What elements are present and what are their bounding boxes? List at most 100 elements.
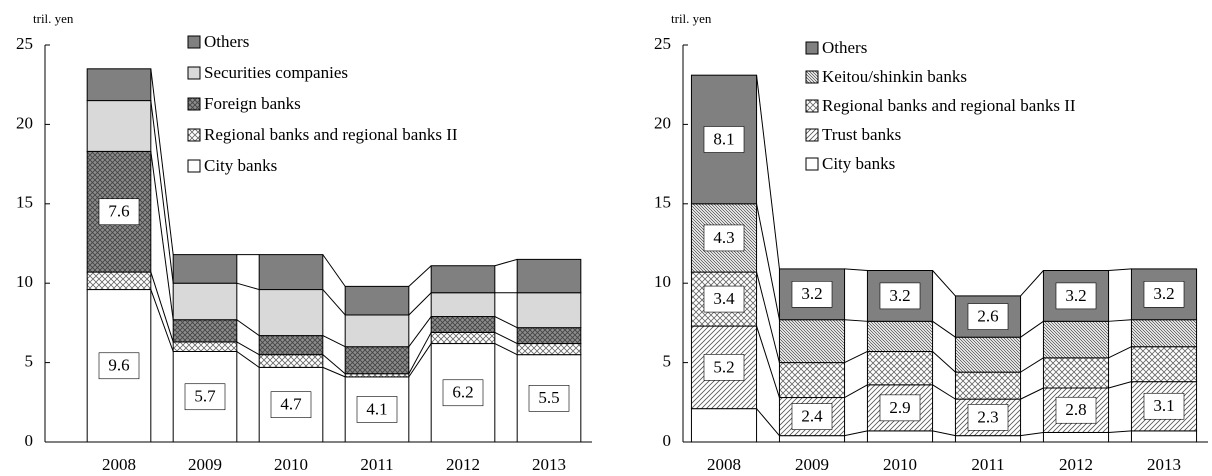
connector-line bbox=[756, 75, 780, 269]
y-tick-label: 15 bbox=[654, 193, 671, 212]
connector-line bbox=[494, 316, 518, 329]
bar-segment bbox=[344, 285, 410, 316]
bar-segment bbox=[954, 435, 1022, 443]
connector-line bbox=[322, 254, 346, 287]
x-tick-label: 2012 bbox=[446, 455, 480, 474]
bar-segment bbox=[516, 327, 582, 345]
connector-line bbox=[1020, 357, 1044, 373]
bar-segment bbox=[778, 435, 846, 443]
data-label-box bbox=[528, 385, 570, 412]
connector-line bbox=[408, 265, 432, 287]
connector-line bbox=[494, 331, 518, 344]
bar-segment bbox=[1042, 320, 1110, 359]
connector-line bbox=[756, 203, 780, 320]
connector-line bbox=[150, 271, 174, 343]
x-tick-label: 2011 bbox=[360, 455, 393, 474]
connector-line bbox=[322, 289, 346, 316]
y-tick-label: 0 bbox=[25, 431, 34, 450]
data-label-box bbox=[1143, 281, 1185, 308]
legend-swatch bbox=[187, 66, 201, 80]
bar-segment bbox=[172, 341, 238, 352]
connector-line bbox=[1108, 346, 1132, 359]
data-label-box bbox=[1143, 392, 1185, 420]
data-label: 3.2 bbox=[889, 286, 910, 305]
connector-line bbox=[932, 430, 956, 437]
x-tick-label: 2013 bbox=[1147, 455, 1181, 474]
x-tick-label: 2009 bbox=[795, 455, 829, 474]
x-tick-label: 2010 bbox=[883, 455, 917, 474]
y-tick-label: 20 bbox=[654, 113, 671, 132]
data-label-box bbox=[967, 404, 1009, 431]
data-label-box bbox=[1055, 396, 1097, 424]
bar-segment bbox=[1130, 430, 1198, 443]
y-tick-label: 25 bbox=[654, 34, 671, 53]
y-tick-label: 20 bbox=[16, 113, 33, 132]
data-label: 7.6 bbox=[108, 202, 129, 221]
connector-line bbox=[932, 384, 956, 400]
bar-segment bbox=[1130, 346, 1198, 383]
data-label: 2.8 bbox=[1065, 400, 1086, 419]
y-tick-label: 25 bbox=[16, 34, 33, 53]
connector-line bbox=[844, 351, 868, 364]
legend-swatch bbox=[805, 157, 819, 171]
connector-line bbox=[494, 258, 518, 267]
connector-line bbox=[236, 351, 260, 368]
connector-line bbox=[322, 366, 346, 378]
data-label-box bbox=[879, 394, 921, 422]
y-tick-label: 10 bbox=[16, 272, 33, 291]
connector-line bbox=[932, 320, 956, 338]
legend-swatch bbox=[187, 35, 201, 49]
bar-segment bbox=[516, 258, 582, 294]
data-label: 3.2 bbox=[1153, 284, 1174, 303]
bar-segment bbox=[516, 343, 582, 356]
data-label-box bbox=[1055, 282, 1097, 310]
bar-segment bbox=[172, 254, 238, 284]
connector-line bbox=[236, 319, 260, 337]
bar-segment bbox=[690, 408, 758, 443]
y-axis-label: tril. yen bbox=[33, 11, 74, 26]
connector-line bbox=[408, 316, 432, 348]
connector-line bbox=[150, 151, 174, 320]
connector-line bbox=[1020, 387, 1044, 400]
connector-line bbox=[756, 325, 780, 398]
legend-swatch bbox=[805, 41, 819, 55]
connector-line bbox=[1020, 320, 1044, 338]
data-label-box bbox=[703, 285, 745, 313]
connector-line bbox=[322, 354, 346, 375]
connector-line bbox=[1020, 270, 1044, 297]
y-tick-label: 0 bbox=[663, 431, 672, 450]
data-label: 5.5 bbox=[538, 388, 559, 407]
legend-label: Others bbox=[204, 32, 249, 51]
legend-swatch bbox=[187, 97, 201, 111]
bar-segment bbox=[86, 100, 152, 152]
data-label: 2.4 bbox=[801, 406, 823, 425]
legend-label: Foreign banks bbox=[204, 94, 301, 113]
bar-segment bbox=[954, 295, 1022, 338]
data-label-box bbox=[703, 224, 745, 252]
data-label-box bbox=[791, 403, 833, 430]
bar-segment bbox=[1042, 431, 1110, 443]
bar-segment bbox=[866, 384, 934, 432]
bar-segment bbox=[258, 289, 324, 337]
connector-line bbox=[322, 335, 346, 348]
connector-line bbox=[408, 332, 432, 374]
connector-line bbox=[844, 384, 868, 398]
bar-segment bbox=[866, 320, 934, 352]
data-label: 2.9 bbox=[889, 398, 910, 417]
data-label: 5.7 bbox=[194, 387, 216, 406]
connector-line bbox=[408, 292, 432, 316]
connector-line bbox=[1108, 381, 1132, 389]
data-label: 2.6 bbox=[977, 306, 998, 325]
legend-swatch bbox=[805, 99, 819, 113]
data-label-box bbox=[703, 126, 745, 153]
x-tick-label: 2009 bbox=[188, 455, 222, 474]
connector-line bbox=[756, 408, 780, 436]
connector-line bbox=[844, 268, 868, 271]
data-label: 4.3 bbox=[713, 228, 734, 247]
bar-segment bbox=[344, 314, 410, 348]
bar-segment bbox=[172, 282, 238, 321]
bar-segment bbox=[258, 254, 324, 291]
data-label-box bbox=[879, 282, 921, 310]
